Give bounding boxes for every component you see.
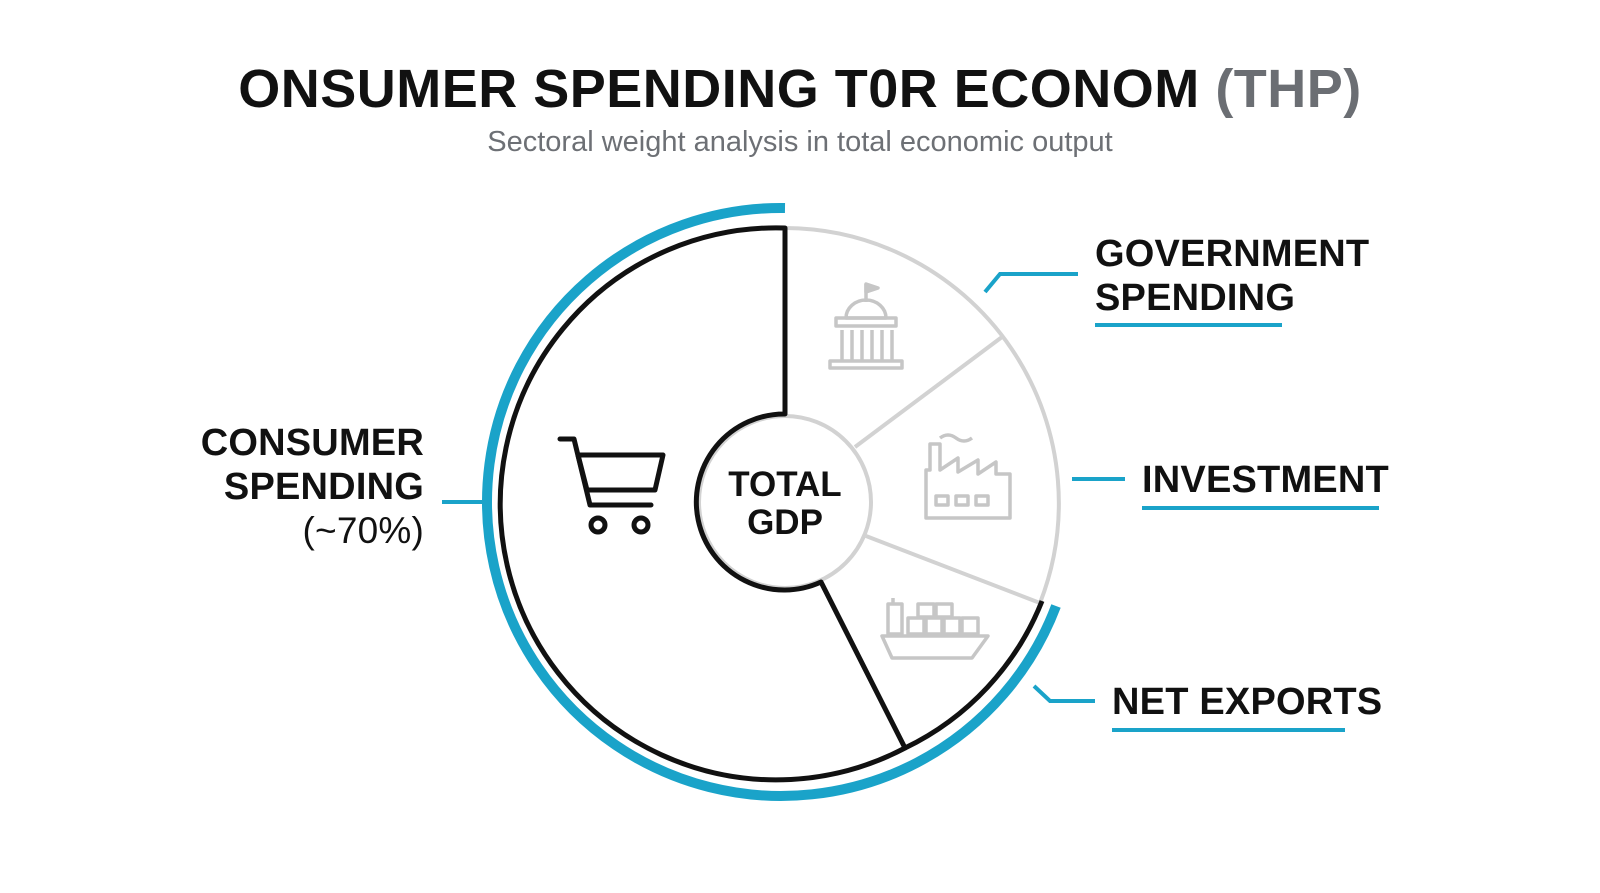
consumer-spending-segment [497,225,908,783]
consumer-label-line2: SPENDING [223,466,424,508]
page-subtitle: Sectoral weight analysis in total econom… [487,126,1113,158]
leader-government [983,272,1078,294]
label-consumer-spending: CONSUMER SPENDING (~70%) [170,421,424,553]
consumer-label-line1: CONSUMER [200,422,424,464]
cargo-ship-icon [880,598,990,660]
divider-gov-invest [853,335,1004,449]
investment-label: INVESTMENT [1142,459,1389,501]
label-government-spending: GOVERNMENT SPENDING [1095,232,1369,320]
label-investment: INVESTMENT [1142,458,1389,502]
net-exports-label: NET EXPORTS [1112,681,1383,723]
consumer-accent-arc [482,202,1061,801]
page-title: ONSUMER SPENDING T0R ECONOM (THP) [0,58,1600,120]
government-building-icon [828,282,904,370]
leader-net-exports [1032,684,1095,703]
net-exports-outline-arc [903,600,1045,751]
center-label: TOTAL GDP [715,466,855,542]
factory-icon [924,433,1012,520]
consumer-share: (~70%) [302,510,424,551]
other-components-ring [784,226,1061,604]
title-main: ONSUMER SPENDING T0R ECONOM [238,59,1200,119]
government-label-line2: SPENDING [1095,277,1296,319]
government-label-line1: GOVERNMENT [1095,233,1370,275]
label-net-exports: NET EXPORTS [1112,680,1382,724]
center-label-line1: TOTAL [728,465,842,504]
title-accent: (THP) [1215,59,1362,119]
shopping-cart-icon [557,436,666,535]
divider-invest-exports [865,534,1041,605]
center-label-line2: GDP [747,503,823,542]
